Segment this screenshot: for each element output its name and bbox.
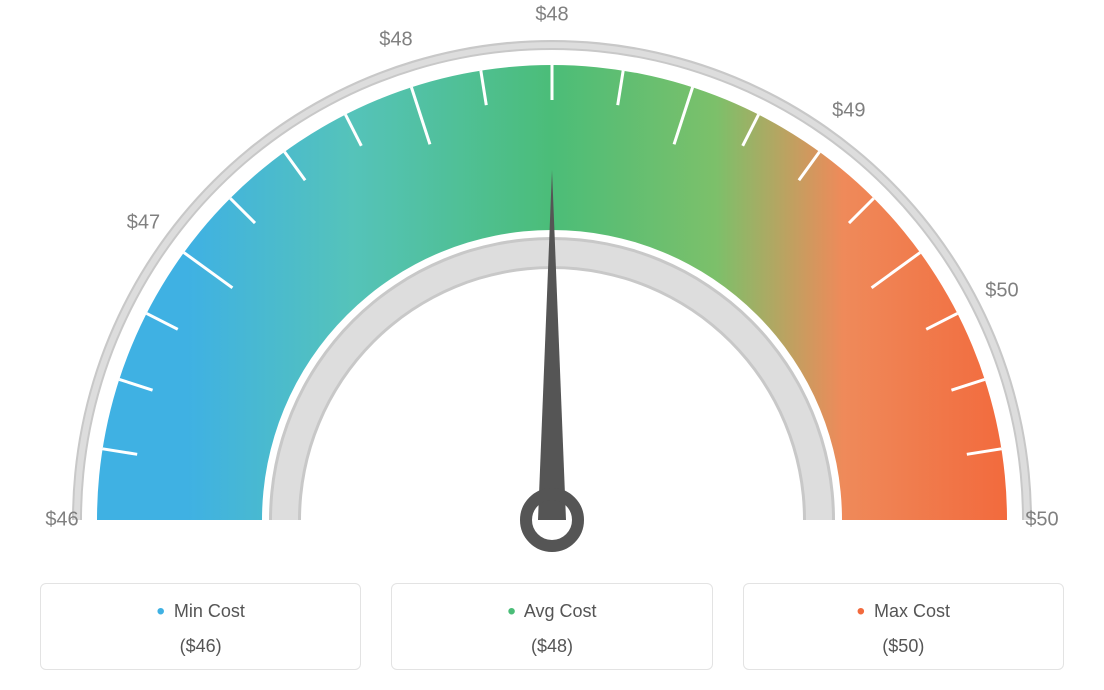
- scale-label: $49: [832, 100, 865, 123]
- legend-max-box: • Max Cost ($50): [743, 583, 1064, 670]
- scale-label: $50: [985, 279, 1018, 302]
- scale-label: $50: [1025, 509, 1058, 532]
- legend-min-label: Min Cost: [174, 601, 245, 621]
- scale-label: $46: [45, 509, 78, 532]
- gauge-svg: [0, 0, 1104, 570]
- legend-min-box: • Min Cost ($46): [40, 583, 361, 670]
- dot-icon: •: [507, 598, 515, 625]
- legend-avg-title: • Avg Cost: [402, 598, 701, 626]
- dot-icon: •: [156, 598, 164, 625]
- legend-min-value: ($46): [51, 636, 350, 657]
- scale-label: $47: [127, 212, 160, 235]
- dot-icon: •: [857, 598, 865, 625]
- legend-avg-box: • Avg Cost ($48): [391, 583, 712, 670]
- legend-row: • Min Cost ($46) • Avg Cost ($48) • Max …: [40, 583, 1064, 670]
- gauge-chart-container: $46 $47 $48 $48 $49 $50 $50 • Min Cost ($46) •…: [0, 0, 1104, 690]
- legend-max-title: • Max Cost: [754, 598, 1053, 626]
- gauge-area: $46 $47 $48 $48 $49 $50 $50: [0, 0, 1104, 570]
- legend-max-label: Max Cost: [874, 601, 950, 621]
- legend-max-value: ($50): [754, 636, 1053, 657]
- legend-avg-value: ($48): [402, 636, 701, 657]
- legend-avg-label: Avg Cost: [524, 601, 597, 621]
- legend-min-title: • Min Cost: [51, 598, 350, 626]
- scale-label: $48: [535, 4, 568, 27]
- scale-label: $48: [379, 28, 412, 51]
